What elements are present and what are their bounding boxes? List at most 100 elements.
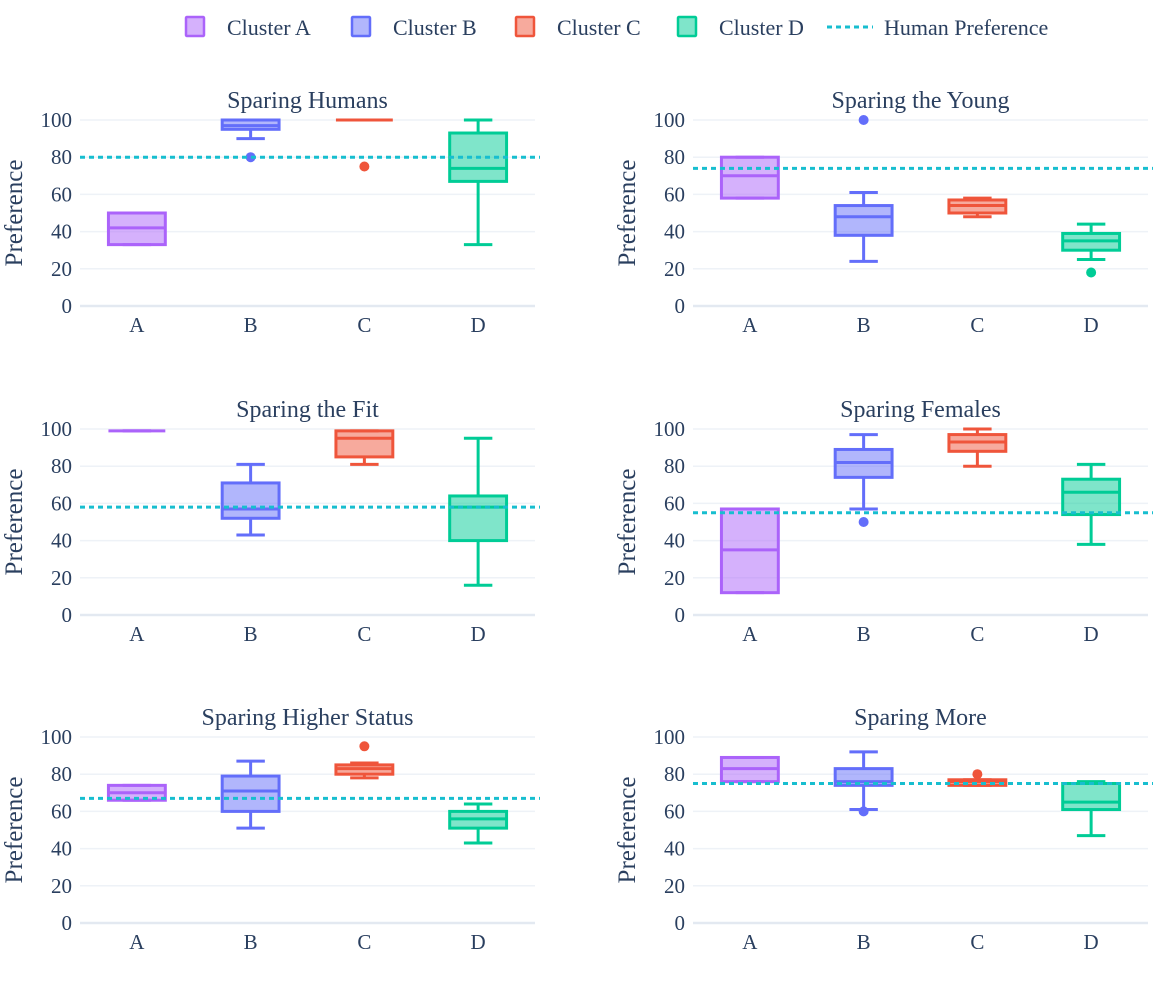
y-tick-label: 0 [675, 294, 686, 318]
x-tick-label: D [1084, 930, 1099, 954]
legend-label-cluster-d: Cluster D [719, 15, 804, 40]
x-tick-label: B [244, 313, 258, 337]
iqr-box [220, 481, 281, 520]
box-cluster-a[interactable] [719, 755, 780, 784]
x-tick-label: A [129, 622, 145, 646]
outlier-point[interactable] [858, 517, 869, 527]
box-cluster-c[interactable] [334, 429, 395, 466]
box-cluster-b[interactable] [220, 462, 281, 537]
x-tick-label: C [357, 930, 371, 954]
chart-panel-sparing-humans: 0 20 40 60 80 100 A B C D Sparing Humans Preference [1, 88, 540, 337]
iqr-box [719, 155, 780, 200]
box-cluster-a[interactable] [106, 783, 167, 802]
box-cluster-b[interactable] [833, 433, 894, 527]
chart-title: Sparing Females [840, 397, 1001, 423]
y-axis-label: Preference [1, 469, 28, 576]
y-tick-label: 40 [664, 837, 685, 861]
chart-panel-sparing-the-young: 0 20 40 60 80 100 A B C D Sparing the Young Prefere… [614, 88, 1153, 337]
y-tick-label: 20 [664, 566, 685, 590]
y-axis-label: Preference [614, 160, 641, 267]
box-cluster-b[interactable] [220, 759, 281, 830]
y-tick-label: 80 [664, 145, 685, 169]
legend: Cluster A Cluster B Cluster C Cluster D … [184, 15, 1048, 40]
box-cluster-b[interactable] [833, 115, 894, 263]
y-tick-label: 0 [62, 603, 73, 627]
box-cluster-c[interactable] [947, 427, 1008, 468]
x-tick-label: C [970, 930, 984, 954]
legend-label-human-preference: Human Preference [884, 15, 1048, 40]
x-tick-label: B [244, 930, 258, 954]
legend-item-cluster-a[interactable]: Cluster A [184, 15, 311, 40]
y-axis-label: Preference [614, 777, 641, 884]
outlier-point[interactable] [359, 161, 370, 172]
y-tick-label: 100 [41, 725, 73, 749]
legend-item-cluster-d[interactable]: Cluster D [676, 15, 804, 40]
box-cluster-b[interactable] [833, 750, 894, 817]
x-tick-label: A [742, 930, 758, 954]
box-cluster-c[interactable] [334, 741, 395, 780]
y-tick-label: 0 [62, 294, 73, 318]
iqr-box [1061, 477, 1122, 517]
outlier-point[interactable] [972, 769, 983, 780]
legend-item-cluster-b[interactable]: Cluster B [350, 15, 477, 40]
legend-swatch-cluster-d [676, 15, 698, 38]
x-tick-label: D [1084, 313, 1099, 337]
x-tick-label: B [244, 622, 258, 646]
box-cluster-b[interactable] [220, 118, 281, 163]
box-cluster-c[interactable] [335, 118, 393, 172]
outlier-point[interactable] [858, 806, 869, 817]
y-axis-label: Preference [1, 777, 28, 884]
outlier-point[interactable] [359, 741, 370, 752]
outlier-point[interactable] [245, 152, 256, 163]
legend-swatch-cluster-a [184, 15, 206, 38]
box-cluster-d[interactable] [448, 118, 509, 247]
chart-title: Sparing the Fit [236, 397, 379, 423]
box-cluster-d[interactable] [448, 802, 509, 845]
x-tick-label: D [471, 930, 486, 954]
y-tick-label: 80 [51, 145, 72, 169]
y-tick-label: 80 [664, 762, 685, 786]
iqr-box [1061, 782, 1122, 812]
chart-panel-sparing-the-fit: 0 20 40 60 80 100 A B C D Sparing the Fit Preferenc… [1, 397, 540, 646]
chart-title: Sparing Humans [227, 88, 388, 114]
box-cluster-d[interactable] [1061, 222, 1122, 278]
chart-title: Sparing More [854, 705, 987, 731]
x-tick-label: C [970, 313, 984, 337]
y-tick-label: 0 [675, 603, 686, 627]
legend-swatch-cluster-c [514, 15, 536, 38]
chart-title: Sparing the Young [831, 88, 1009, 114]
outlier-point[interactable] [858, 115, 869, 125]
y-tick-label: 100 [654, 108, 686, 132]
y-tick-label: 80 [51, 762, 72, 786]
y-tick-label: 40 [664, 529, 685, 553]
legend-item-cluster-c[interactable]: Cluster C [514, 15, 641, 40]
y-tick-label: 40 [51, 220, 72, 244]
legend-label-cluster-a: Cluster A [227, 15, 311, 40]
box-cluster-a[interactable] [719, 507, 780, 595]
iqr-box [220, 774, 281, 813]
box-cluster-a[interactable] [719, 155, 780, 200]
y-axis-label: Preference [1, 160, 28, 267]
outlier-point[interactable] [1086, 267, 1097, 278]
iqr-box [833, 204, 894, 237]
x-tick-label: C [357, 622, 371, 646]
y-tick-label: 80 [664, 454, 685, 478]
y-tick-label: 60 [51, 182, 72, 206]
box-cluster-d[interactable] [1061, 780, 1122, 838]
x-tick-label: B [857, 313, 871, 337]
chart-panel-sparing-more: 0 20 40 60 80 100 A B C D Sparing More Preference [614, 705, 1153, 954]
x-tick-label: B [857, 930, 871, 954]
y-tick-label: 100 [654, 417, 686, 441]
y-axis-label: Preference [614, 469, 641, 576]
box-cluster-c[interactable] [947, 196, 1008, 219]
y-tick-label: 80 [51, 454, 72, 478]
box-cluster-d[interactable] [448, 436, 509, 587]
x-tick-label: C [970, 622, 984, 646]
x-tick-label: D [471, 313, 486, 337]
box-cluster-d[interactable] [1061, 462, 1122, 546]
x-tick-label: A [129, 313, 145, 337]
chart-title: Sparing Higher Status [202, 705, 414, 731]
box-cluster-a[interactable] [106, 211, 167, 247]
x-tick-label: D [471, 622, 486, 646]
legend-item-human-preference[interactable]: Human Preference [827, 15, 1048, 40]
